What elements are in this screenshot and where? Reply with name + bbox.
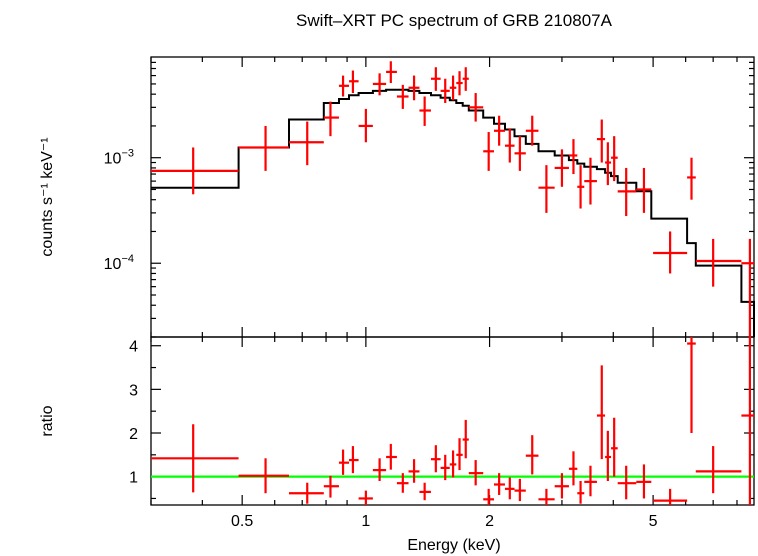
spectrum-data-point: [514, 136, 526, 171]
ratio-data-point: [577, 481, 585, 504]
ratio-data-point: [636, 464, 652, 499]
spectrum-data-point: [430, 67, 441, 91]
spectrum-data-point: [504, 128, 515, 163]
ratio-data-point: [468, 460, 484, 486]
spectrum-data-point: [323, 101, 339, 137]
ratio-panel-frame: [150, 336, 755, 506]
ratio-data-point: [538, 488, 555, 505]
ratio-data-point: [151, 424, 239, 493]
model-step-line: [151, 88, 755, 337]
plot-layer: 0.5 1 2 5 10−3 10−4 1 2 3 4: [104, 56, 755, 530]
spectrum-data-point: [358, 108, 373, 143]
ratio-data-point: [323, 475, 339, 498]
ratio-data-point: [358, 490, 373, 505]
y-tick-label: 2: [129, 426, 138, 443]
ratio-data-point: [504, 477, 515, 500]
y-tick-label: 4: [129, 339, 138, 356]
ratio-data-point: [611, 417, 618, 477]
spectrum-data-point: [605, 142, 612, 186]
spectrum-data-point: [611, 136, 618, 182]
spectrum-data-point: [151, 147, 239, 195]
ratio-data-point: [288, 482, 324, 504]
ratio-data-point: [596, 365, 606, 460]
ratio-data-point: [338, 449, 350, 475]
ratio-data-point: [687, 337, 696, 433]
spectrum-data-point: [617, 167, 637, 217]
y-tick-label: 10−4: [104, 253, 134, 273]
x-tick-label: 1: [361, 513, 370, 530]
ratio-data-point: [653, 488, 688, 505]
spectrum-data-point: [396, 84, 409, 109]
spectrum-data-point: [577, 165, 585, 209]
spectrum-data-point: [741, 238, 754, 337]
x-tick-label: 2: [485, 513, 494, 530]
spectrum-data-point: [408, 75, 420, 101]
ratio-data-point: [617, 465, 637, 500]
spectrum-data-point: [419, 96, 431, 126]
ratio-data-point: [525, 435, 539, 475]
spectrum-data-point: [462, 67, 469, 91]
ratio-data-point: [741, 337, 754, 505]
spectrum-data-point: [456, 71, 463, 96]
y-axis-label-spectrum: counts s⁻¹ keV⁻¹: [39, 137, 56, 256]
spectrum-data-point: [349, 70, 359, 94]
ratio-data-point: [419, 482, 431, 501]
spectrum-data-point: [449, 75, 457, 101]
ratio-data-point: [440, 454, 450, 481]
ratio-data-point: [584, 465, 597, 497]
spectrum-data-point: [386, 61, 397, 84]
y-axis-label-ratio: ratio: [39, 405, 56, 436]
spectrum-data-point: [372, 73, 387, 96]
x-tick-label: 0.5: [231, 513, 253, 530]
ratio-data-point: [396, 473, 409, 493]
y-tick-label: 10−3: [104, 148, 134, 168]
ratio-data-point: [386, 443, 397, 470]
spectrum-data-point: [538, 165, 555, 213]
spectrum-data-point: [695, 238, 742, 287]
y-tick-label: 1: [129, 470, 138, 487]
spectrum-data-point: [493, 115, 505, 146]
ratio-data-point: [493, 473, 505, 495]
x-tick-label: 5: [649, 513, 658, 530]
ratio-data-point: [514, 478, 526, 502]
spectrum-data-point: [687, 157, 696, 200]
ratio-data-point: [408, 459, 420, 483]
spectrum-data-point: [440, 78, 450, 103]
spectrum-data-point: [288, 121, 324, 166]
x-axis-label: Energy (keV): [407, 537, 500, 554]
ratio-data-point: [372, 458, 387, 481]
spectrum-data-point: [636, 167, 652, 213]
ratio-data-point: [238, 458, 289, 494]
spectrum-data-point: [483, 132, 494, 171]
spectrum-data-point: [554, 149, 569, 187]
chart-title: Swift–XRT PC spectrum of GRB 210807A: [296, 11, 613, 30]
y-tick-label: 3: [129, 382, 138, 399]
ratio-data-point: [462, 419, 469, 459]
ratio-data-point: [605, 430, 612, 481]
ratio-data-point: [430, 445, 441, 473]
spectrum-data-point: [525, 115, 539, 146]
spectrum-data-point: [568, 139, 578, 175]
spectrum-data-point: [584, 157, 597, 205]
ratio-data-point: [349, 446, 359, 474]
spectrum-data-point: [238, 125, 289, 171]
spectrum-data-point: [596, 119, 606, 163]
ratio-data-point: [456, 438, 463, 471]
spectrum-data-point: [468, 93, 484, 122]
ratio-data-point: [449, 450, 457, 478]
spectrum-data-point: [338, 75, 350, 97]
spectrum-data-point: [653, 231, 688, 274]
ratio-data-point: [554, 473, 569, 499]
ratio-data-point: [568, 451, 578, 486]
ratio-data-point: [483, 488, 494, 505]
ratio-data-point: [695, 446, 742, 494]
